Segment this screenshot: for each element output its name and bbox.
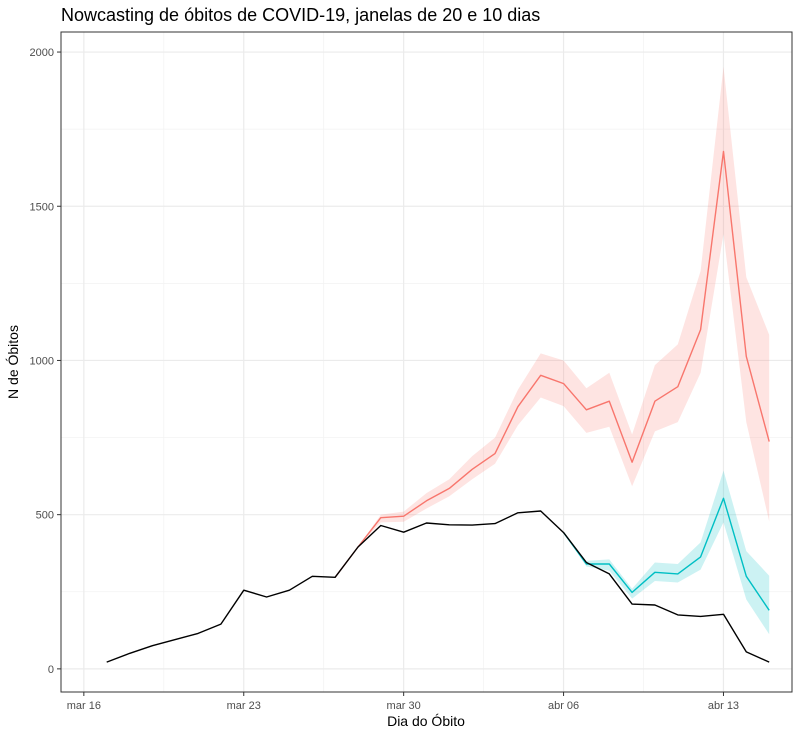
x-axis: mar 16 mar 23 mar 30 abr 06 abr 13 [67, 692, 739, 712]
series-lines [106, 150, 770, 663]
series-line-2 [563, 497, 770, 611]
y-tick-label: 500 [36, 510, 54, 522]
x-tick-label: mar 30 [387, 700, 421, 712]
y-tick-label: 2000 [30, 47, 54, 59]
series-line-0 [106, 510, 770, 663]
plot-panel-border [60, 31, 793, 693]
x-tick-label: mar 16 [67, 700, 101, 712]
chart-title: Nowcasting de óbitos de COVID-19, janela… [61, 5, 540, 25]
ribbon-1 [335, 66, 770, 578]
x-tick-label: mar 23 [227, 700, 261, 712]
x-tick-label: abr 06 [548, 700, 579, 712]
series-line-1 [334, 150, 770, 578]
y-axis: 0 500 1000 1500 2000 [30, 47, 61, 676]
x-axis-title: Dia do Óbito [387, 713, 465, 729]
x-tick-label: abr 13 [708, 700, 739, 712]
y-axis-title: N de Óbitos [5, 325, 21, 399]
y-tick-label: 1000 [30, 355, 54, 367]
grid-lines [61, 32, 792, 692]
y-tick-label: 1500 [30, 201, 54, 213]
y-tick-label: 0 [48, 664, 54, 676]
